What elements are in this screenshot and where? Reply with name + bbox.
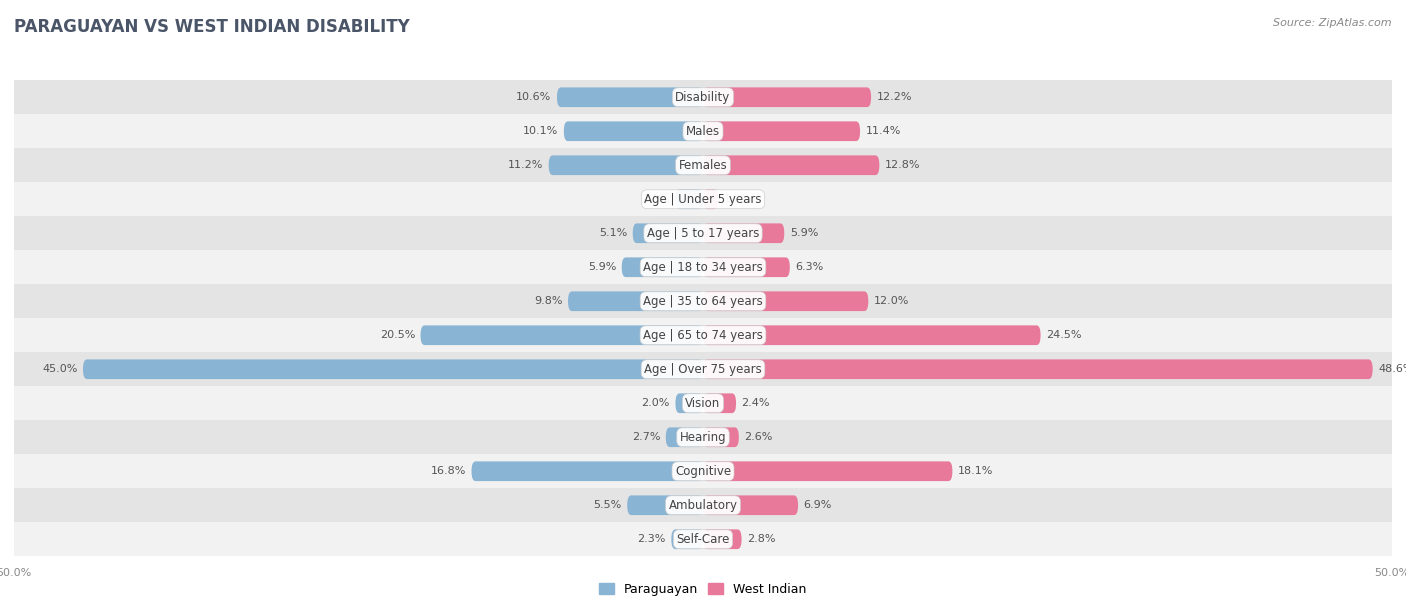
Bar	[14, 522, 1392, 556]
Text: 2.3%: 2.3%	[637, 534, 666, 544]
Text: 12.2%: 12.2%	[876, 92, 912, 102]
FancyBboxPatch shape	[83, 359, 703, 379]
FancyBboxPatch shape	[666, 427, 703, 447]
FancyBboxPatch shape	[703, 529, 741, 549]
Text: 11.2%: 11.2%	[508, 160, 543, 170]
FancyBboxPatch shape	[703, 359, 1372, 379]
Text: 10.6%: 10.6%	[516, 92, 551, 102]
FancyBboxPatch shape	[703, 495, 799, 515]
Legend: Paraguayan, West Indian: Paraguayan, West Indian	[599, 583, 807, 596]
Text: 48.6%: 48.6%	[1378, 364, 1406, 375]
FancyBboxPatch shape	[703, 121, 860, 141]
Text: 20.5%: 20.5%	[380, 330, 415, 340]
FancyBboxPatch shape	[703, 461, 952, 481]
Text: 6.9%: 6.9%	[804, 500, 832, 510]
FancyBboxPatch shape	[703, 427, 738, 447]
Text: 2.4%: 2.4%	[741, 398, 770, 408]
Text: 2.0%: 2.0%	[641, 194, 669, 204]
Text: 9.8%: 9.8%	[534, 296, 562, 306]
FancyBboxPatch shape	[671, 529, 703, 549]
Bar	[14, 148, 1392, 182]
Text: 2.7%: 2.7%	[631, 432, 661, 442]
Text: Age | 65 to 74 years: Age | 65 to 74 years	[643, 329, 763, 341]
FancyBboxPatch shape	[703, 394, 737, 413]
Text: 5.9%: 5.9%	[790, 228, 818, 238]
FancyBboxPatch shape	[564, 121, 703, 141]
Text: Vision: Vision	[685, 397, 721, 410]
Text: Age | 5 to 17 years: Age | 5 to 17 years	[647, 226, 759, 240]
FancyBboxPatch shape	[627, 495, 703, 515]
Text: 12.8%: 12.8%	[884, 160, 921, 170]
Text: 2.8%: 2.8%	[747, 534, 776, 544]
Text: 10.1%: 10.1%	[523, 126, 558, 136]
Bar	[14, 250, 1392, 284]
Text: 6.3%: 6.3%	[796, 262, 824, 272]
FancyBboxPatch shape	[420, 326, 703, 345]
FancyBboxPatch shape	[471, 461, 703, 481]
Text: Age | 35 to 64 years: Age | 35 to 64 years	[643, 295, 763, 308]
Text: PARAGUAYAN VS WEST INDIAN DISABILITY: PARAGUAYAN VS WEST INDIAN DISABILITY	[14, 18, 409, 36]
FancyBboxPatch shape	[675, 394, 703, 413]
Text: 5.9%: 5.9%	[588, 262, 616, 272]
FancyBboxPatch shape	[703, 258, 790, 277]
Text: Disability: Disability	[675, 91, 731, 104]
Text: Age | Under 5 years: Age | Under 5 years	[644, 193, 762, 206]
Text: 45.0%: 45.0%	[42, 364, 77, 375]
FancyBboxPatch shape	[703, 223, 785, 243]
Text: 16.8%: 16.8%	[430, 466, 465, 476]
Text: 24.5%: 24.5%	[1046, 330, 1081, 340]
Text: 2.6%: 2.6%	[744, 432, 773, 442]
FancyBboxPatch shape	[703, 155, 879, 175]
Bar	[14, 420, 1392, 454]
FancyBboxPatch shape	[557, 88, 703, 107]
Bar	[14, 488, 1392, 522]
FancyBboxPatch shape	[703, 326, 1040, 345]
Bar	[14, 318, 1392, 353]
FancyBboxPatch shape	[703, 189, 718, 209]
Text: Source: ZipAtlas.com: Source: ZipAtlas.com	[1274, 18, 1392, 28]
Bar	[14, 182, 1392, 216]
Bar	[14, 114, 1392, 148]
Text: 2.0%: 2.0%	[641, 398, 669, 408]
Text: 5.1%: 5.1%	[599, 228, 627, 238]
Bar	[14, 454, 1392, 488]
FancyBboxPatch shape	[548, 155, 703, 175]
FancyBboxPatch shape	[675, 189, 703, 209]
Bar	[14, 80, 1392, 114]
Text: Age | 18 to 34 years: Age | 18 to 34 years	[643, 261, 763, 274]
Text: Hearing: Hearing	[679, 431, 727, 444]
FancyBboxPatch shape	[621, 258, 703, 277]
FancyBboxPatch shape	[568, 291, 703, 311]
Text: Age | Over 75 years: Age | Over 75 years	[644, 363, 762, 376]
Bar	[14, 216, 1392, 250]
Text: Cognitive: Cognitive	[675, 465, 731, 478]
Text: 5.5%: 5.5%	[593, 500, 621, 510]
Bar	[14, 284, 1392, 318]
Text: 11.4%: 11.4%	[866, 126, 901, 136]
Text: Males: Males	[686, 125, 720, 138]
Text: 18.1%: 18.1%	[957, 466, 993, 476]
Bar	[14, 386, 1392, 420]
Text: 1.1%: 1.1%	[724, 194, 752, 204]
Text: Ambulatory: Ambulatory	[668, 499, 738, 512]
Text: Self-Care: Self-Care	[676, 532, 730, 546]
FancyBboxPatch shape	[633, 223, 703, 243]
FancyBboxPatch shape	[703, 291, 869, 311]
Text: 12.0%: 12.0%	[875, 296, 910, 306]
Bar	[14, 353, 1392, 386]
Text: Females: Females	[679, 159, 727, 172]
FancyBboxPatch shape	[703, 88, 872, 107]
